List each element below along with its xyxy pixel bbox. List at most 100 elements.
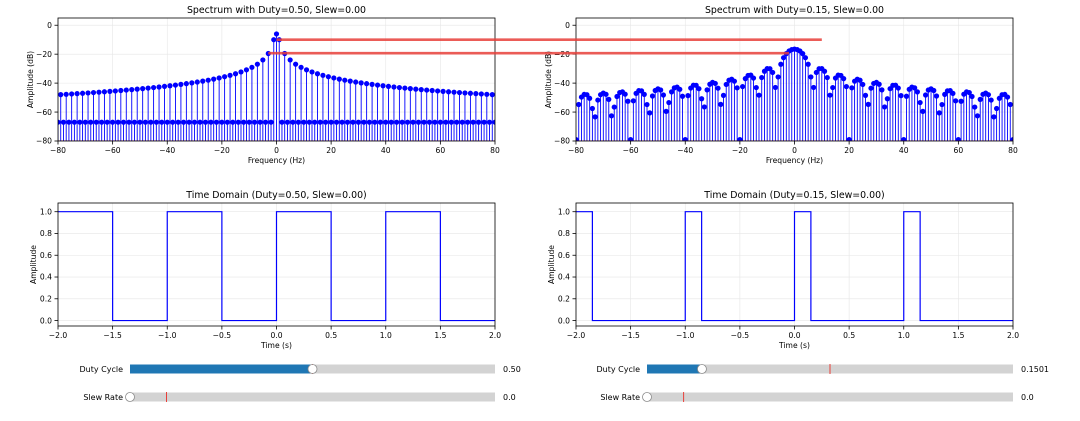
- slider-handle[interactable]: [697, 364, 707, 374]
- x-tick-label: −60: [623, 146, 639, 155]
- x-tick-label: 0.5: [325, 331, 337, 340]
- x-tick-label: −1.5: [103, 331, 122, 340]
- slider-track[interactable]: [647, 392, 1013, 402]
- y-tick-label: 0.0: [40, 316, 52, 325]
- stem-marker: [903, 93, 910, 99]
- stem-marker: [492, 119, 495, 125]
- stem-marker: [279, 119, 285, 125]
- stem-marker: [912, 85, 918, 91]
- stem-marker: [60, 119, 67, 125]
- y-tick-label: 0.4: [558, 273, 570, 282]
- stem-marker: [295, 119, 301, 125]
- stem-marker: [920, 108, 926, 114]
- stem-marker: [1004, 94, 1011, 100]
- stem-marker: [994, 105, 1000, 112]
- chart-title: Spectrum with Duty=0.50, Slew=0.00: [187, 5, 366, 16]
- x-axis-label: Frequency (Hz): [248, 156, 305, 165]
- sliders-layer[interactable]: Duty Cycle 0.50 Slew Rate 0.0 Duty Cycle 0.15…: [79, 364, 1049, 402]
- x-tick-label: −1.0: [158, 331, 177, 340]
- stem-marker: [287, 57, 293, 63]
- stem-marker: [470, 119, 476, 125]
- stem-marker: [219, 119, 225, 125]
- slider-value: 0.0: [503, 393, 516, 402]
- stem-marker: [424, 87, 430, 93]
- stem-marker: [923, 92, 929, 98]
- x-tick-label: 20: [844, 146, 854, 155]
- stem-marker: [988, 97, 994, 103]
- stem-marker: [66, 119, 72, 125]
- stem-marker: [737, 136, 743, 141]
- stem-marker: [396, 84, 403, 91]
- stem-marker: [677, 86, 683, 92]
- y-tick-label: −80: [554, 137, 570, 146]
- y-tick-label: 0.4: [40, 273, 52, 282]
- stem-marker: [309, 69, 315, 75]
- y-tick-label: −40: [554, 79, 570, 88]
- stem-marker: [355, 119, 362, 125]
- stem-marker: [969, 93, 975, 100]
- slider-handle[interactable]: [307, 364, 318, 374]
- slider-fill: [647, 364, 702, 374]
- stem-marker: [93, 119, 99, 125]
- stem-marker: [606, 96, 612, 102]
- stem-marker: [323, 119, 329, 125]
- stem-marker: [82, 119, 88, 125]
- stem-marker: [753, 84, 759, 91]
- stem-marker: [658, 87, 664, 93]
- stem-marker: [175, 119, 181, 125]
- stem-marker: [202, 119, 209, 125]
- x-tick-label: −40: [677, 146, 693, 155]
- stem-marker: [977, 96, 983, 102]
- stem-marker: [257, 119, 263, 125]
- stem-marker: [592, 114, 598, 120]
- y-tick-label: 0.0: [558, 316, 570, 325]
- stem-marker: [405, 119, 411, 125]
- stem-marker: [476, 119, 482, 125]
- slider-label: Duty Cycle: [79, 365, 123, 374]
- stem-marker: [478, 91, 484, 97]
- stem-marker: [205, 77, 211, 83]
- slider-handle[interactable]: [125, 392, 135, 402]
- slew-rate-slider-2[interactable]: Slew Rate 0.0: [600, 392, 1034, 402]
- stem-marker: [145, 85, 151, 91]
- stem-marker: [778, 61, 784, 67]
- slew-rate-slider-1[interactable]: Slew Rate 0.0: [83, 392, 516, 402]
- stem-marker: [974, 113, 981, 119]
- stem-marker: [435, 88, 441, 94]
- stem-marker: [358, 80, 364, 86]
- stem-marker: [898, 93, 904, 99]
- stem-marker: [90, 89, 97, 96]
- stem-marker: [857, 77, 863, 83]
- y-tick-label: 0.2: [40, 294, 52, 303]
- stem-marker: [328, 119, 334, 125]
- stem-marker: [953, 98, 959, 104]
- y-tick-label: −60: [554, 108, 570, 117]
- slider-track[interactable]: [130, 392, 495, 402]
- stem-marker: [895, 85, 901, 91]
- stem-marker: [191, 119, 198, 125]
- stem-marker: [85, 90, 91, 96]
- stem-marker: [456, 89, 463, 96]
- x-tick-label: 1.5: [434, 331, 446, 340]
- stem-marker: [589, 105, 595, 112]
- stem-marker: [936, 110, 942, 116]
- stem-marker: [723, 81, 729, 88]
- chart-title: Time Domain (Duty=0.50, Slew=0.00): [185, 190, 366, 201]
- stem-marker: [625, 98, 631, 104]
- stem-marker: [284, 119, 291, 125]
- stem-marker: [481, 119, 487, 125]
- stem-marker: [137, 119, 143, 125]
- stem-marker: [197, 119, 203, 125]
- duty-cycle-slider-1[interactable]: Duty Cycle 0.50: [79, 364, 521, 374]
- plot-area: [576, 211, 1013, 322]
- x-tick-label: 1.5: [952, 331, 964, 340]
- stem-marker: [232, 71, 239, 77]
- slider-handle[interactable]: [642, 392, 652, 402]
- stem-marker: [101, 89, 108, 95]
- stem-marker: [63, 91, 69, 97]
- stem-marker: [985, 92, 992, 98]
- stem-marker: [120, 119, 127, 125]
- duty-cycle-slider-2[interactable]: Duty Cycle 0.1501: [596, 364, 1049, 374]
- stem-marker: [79, 90, 86, 96]
- x-tick-label: 0: [792, 146, 797, 155]
